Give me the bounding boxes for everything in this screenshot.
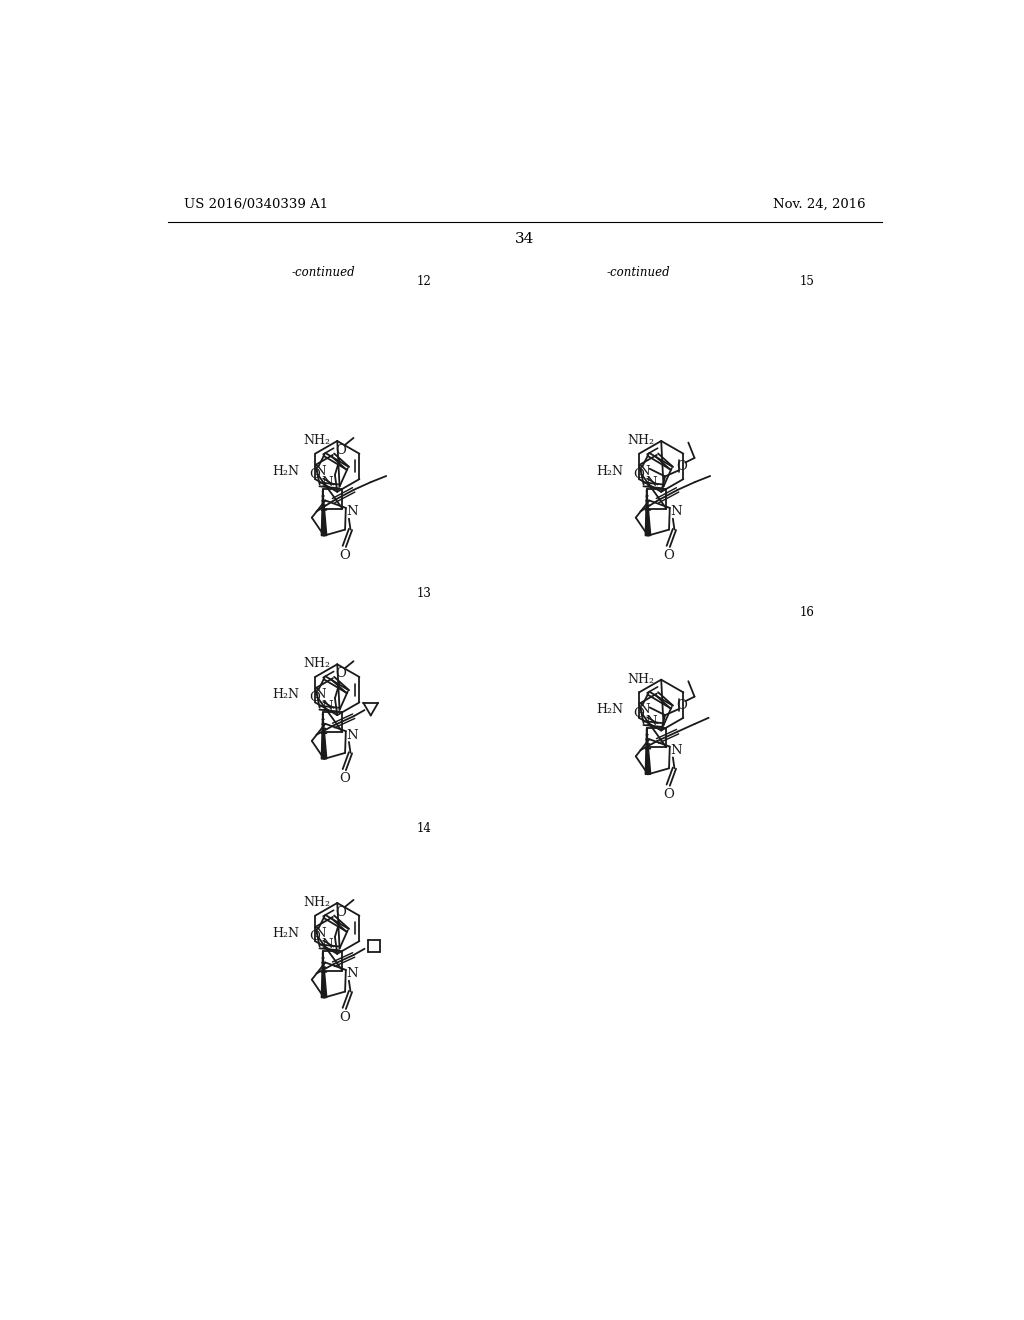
Text: N: N xyxy=(346,968,357,981)
Text: H₂N: H₂N xyxy=(272,465,300,478)
Text: O: O xyxy=(309,692,321,705)
Text: -continued: -continued xyxy=(292,265,355,279)
Text: O: O xyxy=(677,459,687,473)
Text: O: O xyxy=(663,788,674,801)
Text: N: N xyxy=(645,715,657,729)
Text: 14: 14 xyxy=(417,822,432,834)
Text: N: N xyxy=(346,729,357,742)
Text: 16: 16 xyxy=(800,606,815,619)
Text: 34: 34 xyxy=(515,232,535,247)
Text: NH₂: NH₂ xyxy=(303,657,330,671)
Text: 13: 13 xyxy=(417,587,432,601)
Text: O: O xyxy=(336,444,346,457)
Text: O: O xyxy=(309,929,321,942)
Text: N: N xyxy=(322,939,333,952)
Text: -continued: -continued xyxy=(606,265,670,279)
Text: NH₂: NH₂ xyxy=(627,434,654,447)
Text: NH₂: NH₂ xyxy=(627,673,654,686)
Polygon shape xyxy=(322,950,327,998)
Text: 15: 15 xyxy=(800,275,815,288)
Text: O: O xyxy=(339,772,350,785)
Text: 12: 12 xyxy=(417,275,432,288)
Text: O: O xyxy=(339,1011,350,1024)
Text: O: O xyxy=(309,467,321,480)
Text: N: N xyxy=(638,704,650,717)
Text: O: O xyxy=(634,706,644,719)
Text: O: O xyxy=(677,698,687,711)
Text: N: N xyxy=(314,688,326,701)
Text: N: N xyxy=(645,477,657,490)
Text: N: N xyxy=(638,465,650,478)
Polygon shape xyxy=(645,488,650,536)
Text: Nov. 24, 2016: Nov. 24, 2016 xyxy=(773,198,866,211)
Text: N: N xyxy=(670,506,682,519)
Polygon shape xyxy=(322,488,327,536)
Text: NH₂: NH₂ xyxy=(303,896,330,909)
Text: N: N xyxy=(346,506,357,519)
Text: N: N xyxy=(670,744,682,756)
Text: H₂N: H₂N xyxy=(596,465,624,478)
Text: O: O xyxy=(663,549,674,562)
Polygon shape xyxy=(645,727,650,775)
Text: H₂N: H₂N xyxy=(272,927,300,940)
Text: N: N xyxy=(322,700,333,713)
Text: N: N xyxy=(322,477,333,490)
Text: US 2016/0340339 A1: US 2016/0340339 A1 xyxy=(183,198,328,211)
Text: O: O xyxy=(634,467,644,480)
Polygon shape xyxy=(322,713,327,759)
Text: H₂N: H₂N xyxy=(272,688,300,701)
Text: O: O xyxy=(339,549,350,562)
Text: O: O xyxy=(336,667,346,680)
Text: H₂N: H₂N xyxy=(596,704,624,717)
Text: NH₂: NH₂ xyxy=(303,434,330,447)
Text: N: N xyxy=(314,465,326,478)
Text: N: N xyxy=(314,927,326,940)
Text: O: O xyxy=(336,906,346,919)
